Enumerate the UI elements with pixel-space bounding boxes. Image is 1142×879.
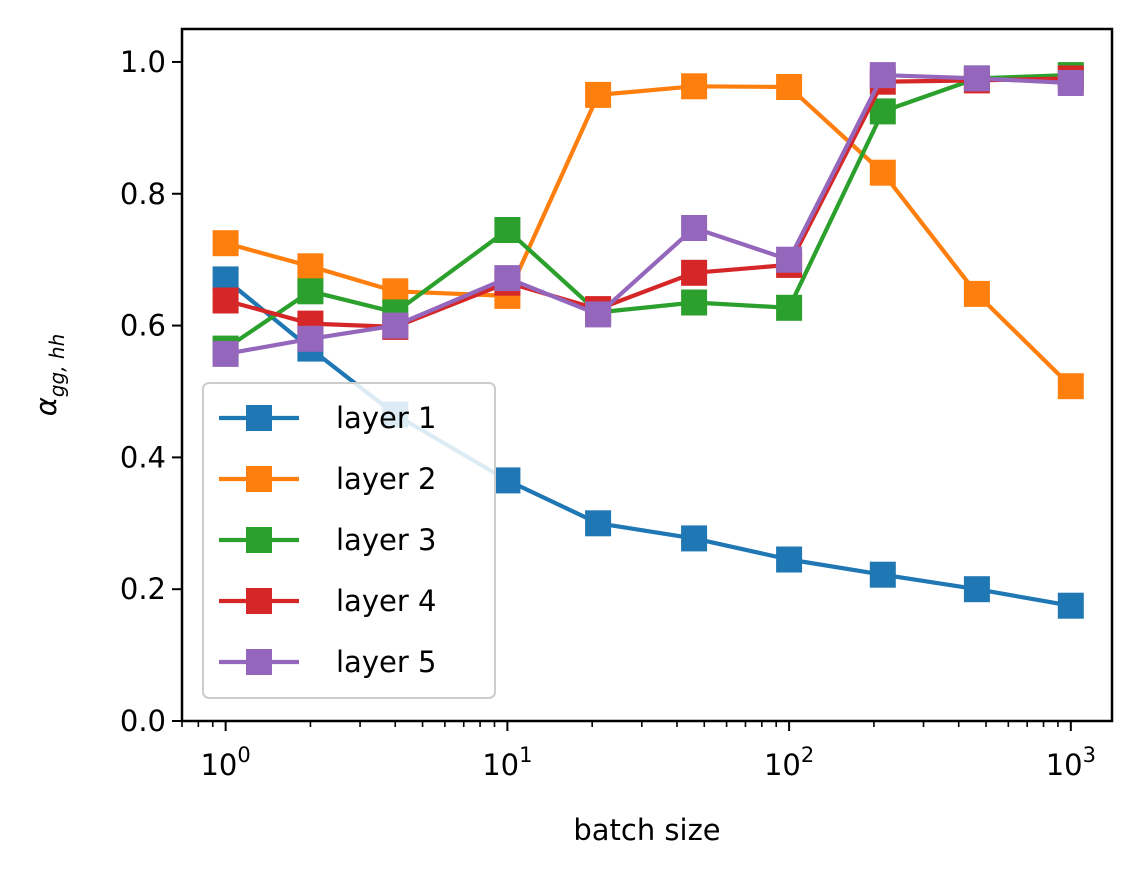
legend: layer 1 layer 2 layer 3 layer 4 layer 5 [202,382,496,699]
series-2 [212,73,1084,400]
data-point [212,340,239,367]
legend-label: layer 1 [336,401,436,435]
legend-entry-2: layer 2 [219,462,436,496]
legend-label: layer 3 [336,523,436,557]
data-point [494,265,521,292]
data-point [869,62,896,89]
data-point [776,294,803,321]
data-point [212,287,239,314]
legend-label: layer 5 [336,645,436,679]
data-point [297,278,324,305]
series-line [223,84,1074,390]
axes-frame [180,27,1114,723]
legend-label: layer 2 [336,462,436,496]
data-point [869,561,896,588]
plot-area [212,62,1084,619]
x-tick-label: 100 [200,743,250,782]
data-point [681,259,708,286]
legend-marker [246,466,272,492]
legend-entry-5: layer 5 [219,645,436,679]
legend-box [202,382,496,699]
x-axis-title: batch size [573,813,720,847]
data-point [297,325,324,352]
data-point [963,576,990,603]
data-point [681,73,708,100]
y-tick-label: 0.8 [120,177,166,211]
data-point [776,546,803,573]
x-tick-label: 103 [1046,743,1096,782]
data-point [1057,70,1084,96]
x-tick-label: 102 [764,743,814,782]
legend-marker [246,649,272,675]
series-line [222,72,1073,352]
legend-label: layer 4 [336,584,436,618]
legend-marker [246,405,272,431]
data-point [776,246,803,273]
y-tick-label: 1.0 [120,45,166,79]
data-point [297,253,324,280]
legend-marker [246,588,272,614]
data-point [681,215,708,241]
legend-entry-3: layer 3 [219,523,436,557]
series-line [223,76,1073,329]
data-point [963,280,990,307]
series-5 [212,62,1084,367]
data-point [585,81,612,108]
data-point [776,74,803,100]
series-3 [212,62,1084,362]
data-point [681,525,708,552]
data-point [494,467,521,494]
data-point [494,217,521,243]
data-point [869,159,896,186]
legend-entry-4: layer 4 [219,584,436,618]
data-point [681,289,708,316]
legend-marker [246,527,272,553]
x-tick-label: 101 [482,743,532,782]
y-tick-label: 0.2 [120,572,166,606]
data-point [1057,373,1084,400]
y-axis-title: αgg, hh [29,334,69,417]
data-point [585,301,612,328]
data-point [963,65,990,92]
data-point [382,312,409,339]
legend-entry-1: layer 1 [219,401,436,435]
series-line [223,72,1074,357]
data-point [212,230,239,257]
y-tick-label: 0.0 [120,704,166,738]
series-line [222,276,1074,609]
y-tick-label: 0.4 [120,440,166,474]
data-point [1057,592,1084,619]
data-point [585,510,612,537]
y-tick-label: 0.6 [120,309,166,343]
